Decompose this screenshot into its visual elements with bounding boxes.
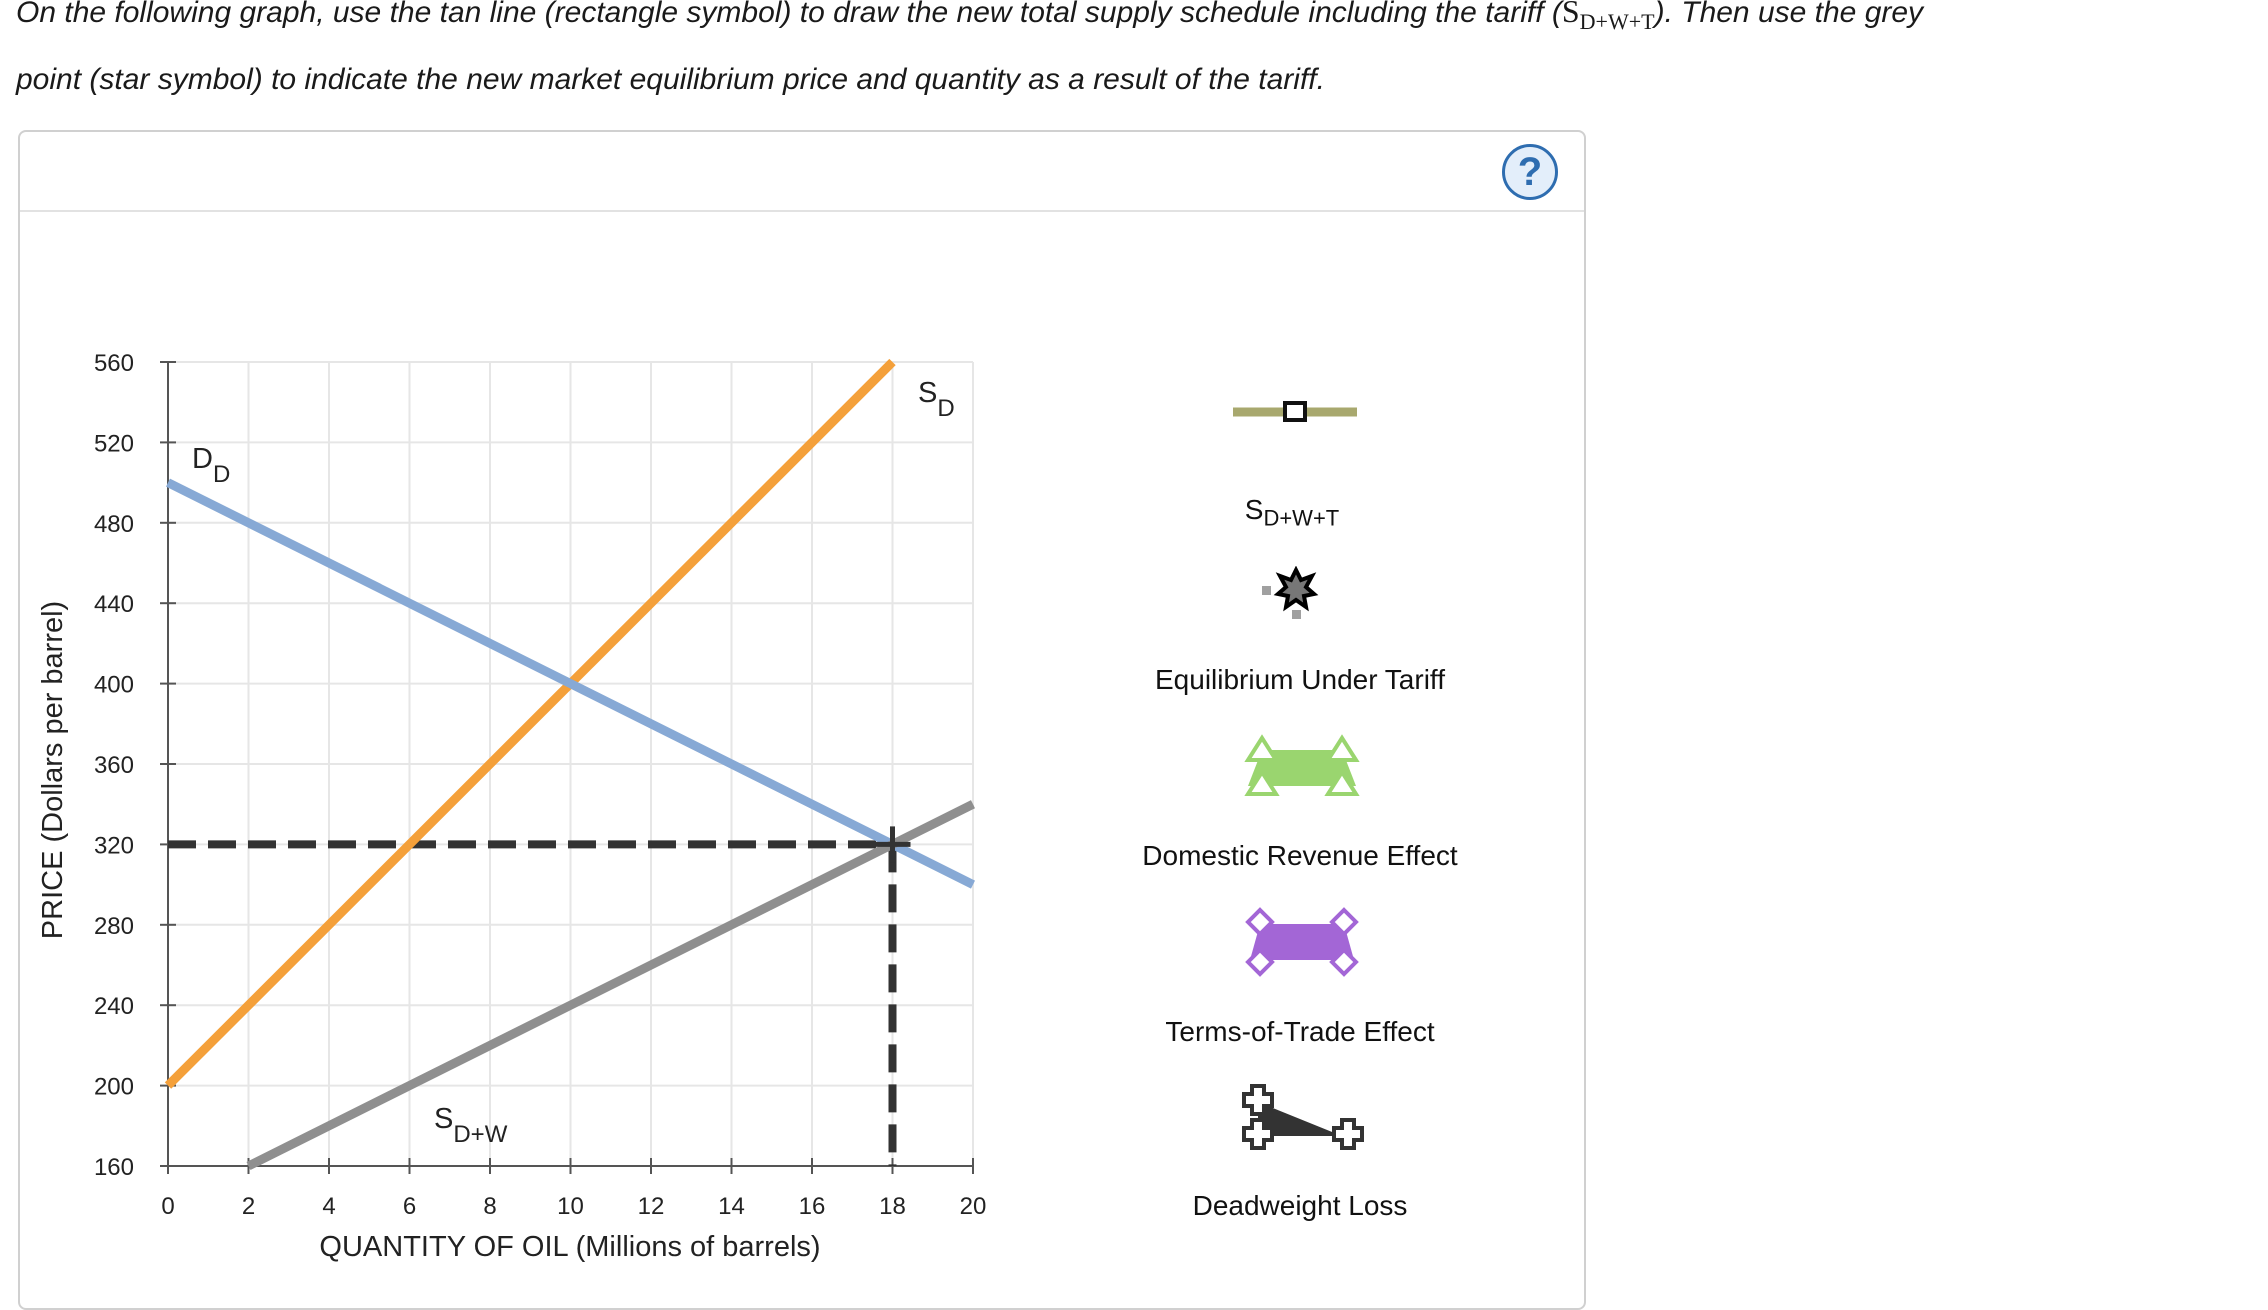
chart-tick-labels: 0 2 4 6 8 10 12 14 16 18 20 160 200 240 280 320 360 400 44…: [94, 350, 986, 1220]
x-axis-label: QUANTITY OF OIL (Millions of barrels): [319, 1231, 820, 1263]
green-triangle-area-icon[interactable]: [1236, 732, 1368, 802]
grey-star-point-icon[interactable]: [1258, 566, 1334, 626]
y-axis-label: PRICE (Dollars per barrel): [37, 601, 69, 939]
x-tick-label-18: 18: [879, 1193, 906, 1220]
series-line-supply-domestic: [164, 358, 896, 1089]
y-tick-label-520: 520: [94, 430, 134, 457]
y-tick-label-320: 320: [94, 832, 134, 859]
y-tick-label-440: 440: [94, 591, 134, 618]
series-line-demand-domestic: [165, 478, 976, 889]
legend-label-deadweight-loss: Deadweight Loss: [1192, 1190, 1408, 1221]
y-tick-label-480: 480: [94, 511, 134, 538]
x-tick-label-6: 6: [403, 1193, 416, 1220]
panel-header: ?: [20, 132, 1584, 212]
tan-line-rectangle-icon[interactable]: [1225, 392, 1365, 432]
purple-diamond-area-icon[interactable]: [1236, 906, 1368, 978]
chart-axes: [160, 361, 974, 1174]
legend-label-supply-tariff-main: S: [1244, 494, 1264, 525]
legend-label-terms-of-trade: Terms-of-Trade Effect: [1165, 1016, 1435, 1047]
x-tick-label-12: 12: [638, 1193, 665, 1220]
equilibrium-dashed-lines: [168, 840, 897, 1166]
y-tick-label-560: 560: [94, 350, 134, 377]
y-tick-label-240: 240: [94, 993, 134, 1020]
help-button[interactable]: ?: [1502, 144, 1558, 200]
legend-label-equilibrium: Equilibrium Under Tariff: [1155, 664, 1445, 695]
series-label-supply-domestic-world: SD+W: [434, 1103, 508, 1148]
legend-label-domestic-revenue: Domestic Revenue Effect: [1142, 840, 1458, 871]
x-tick-label-8: 8: [483, 1193, 496, 1220]
supply-demand-graph[interactable]: 0 2 4 6 8 10 12 14 16 18 20 160 200 240 280 320 360 400 44…: [0, 0, 2268, 1278]
series-line-supply-domestic-world: [246, 800, 976, 1171]
instructions-line1-a: On the following graph, use the tan line…: [16, 0, 1562, 29]
x-tick-label-4: 4: [322, 1193, 335, 1220]
instructions-line1-b: ). Then use the grey: [1654, 0, 1924, 29]
graph-panel: ?: [18, 130, 1586, 1310]
x-tick-label-2: 2: [242, 1193, 255, 1220]
y-tick-label-400: 400: [94, 672, 134, 699]
legend-label-supply-tariff: SD+W+T: [1082, 494, 1502, 532]
instructions-symbol: S: [1561, 0, 1580, 29]
series-label-supply-domestic: SD: [918, 377, 955, 422]
x-tick-label-20: 20: [960, 1193, 987, 1220]
help-icon: ?: [1517, 149, 1543, 194]
x-tick-label-0: 0: [161, 1193, 174, 1220]
y-tick-label-200: 200: [94, 1074, 134, 1101]
instructions-symbol-sub: D+W+T: [1579, 9, 1655, 34]
instructions-line2: point (star symbol) to indicate the new …: [16, 63, 1325, 96]
x-tick-label-14: 14: [718, 1193, 745, 1220]
y-tick-label-160: 160: [94, 1154, 134, 1181]
chart-series-labels: SD DD SD+W: [192, 377, 955, 1148]
x-tick-label-16: 16: [799, 1193, 826, 1220]
chart-series: [164, 358, 976, 1171]
legend-label-supply-tariff-sub: D+W+T: [1263, 505, 1340, 531]
black-cross-area-icon[interactable]: [1232, 1080, 1366, 1164]
series-label-demand-domestic: DD: [192, 443, 230, 488]
x-tick-label-10: 10: [557, 1193, 584, 1220]
chart-grid: [167, 361, 974, 1167]
y-tick-label-360: 360: [94, 752, 134, 779]
instructions-text: On the following graph, use the tan line…: [16, 0, 2256, 109]
y-tick-label-280: 280: [94, 913, 134, 940]
